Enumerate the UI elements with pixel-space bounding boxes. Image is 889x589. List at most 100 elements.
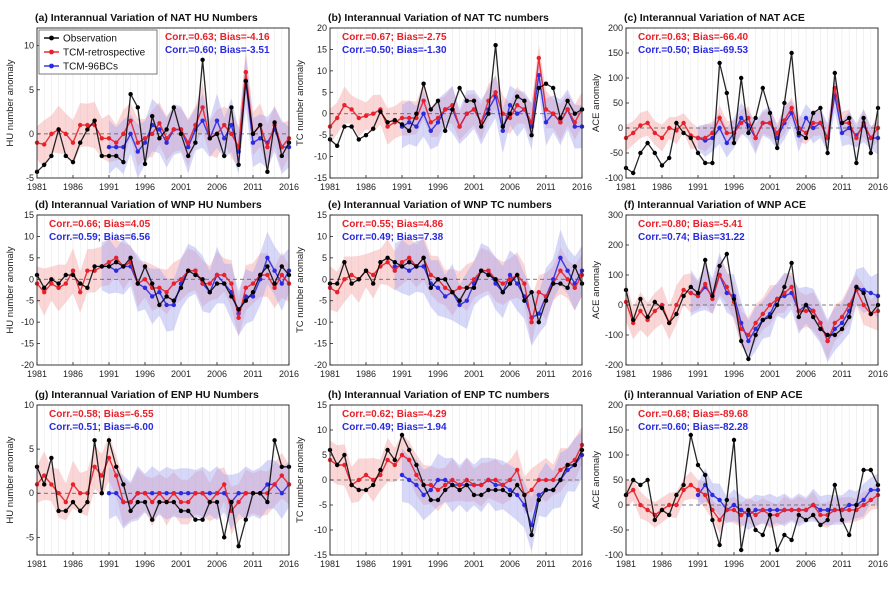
observation-point: [854, 160, 859, 166]
observation-point: [63, 508, 68, 514]
observation-point: [659, 163, 665, 168]
observation-point: [695, 150, 701, 156]
observation-point: [258, 122, 263, 128]
observation-point: [631, 317, 636, 323]
tcm-retrospective-point: [839, 507, 845, 513]
observation-point: [70, 272, 76, 278]
tcm-96bcs-point: [724, 140, 729, 146]
y-axis-label: HU number anomaly: [5, 246, 16, 333]
x-tick-label: 2001: [464, 559, 484, 569]
x-tick-label: 1991: [688, 369, 708, 379]
observation-point: [847, 532, 852, 538]
observation-point: [349, 124, 354, 129]
tcm-96bcs-point: [150, 491, 155, 496]
y-tick-label: 100: [608, 450, 623, 460]
observation-point: [457, 487, 462, 493]
observation-point: [435, 497, 441, 503]
tcm-retrospective-point: [572, 457, 577, 463]
observation-point: [659, 507, 665, 513]
tcm-retrospective-point: [739, 120, 744, 126]
observation-point: [392, 117, 397, 123]
y-tick-label: -5: [26, 296, 34, 306]
observation-point: [356, 137, 361, 142]
tcm-retrospective-point: [464, 111, 469, 116]
observation-point: [342, 259, 347, 265]
observation-point: [731, 437, 737, 443]
tcm-96bcs-point: [565, 467, 570, 473]
observation-point: [753, 115, 758, 121]
observation-point: [515, 482, 520, 488]
tcm-96bcs-point: [515, 281, 520, 286]
observation-point: [493, 487, 498, 493]
y-tick-label: -100: [605, 550, 623, 560]
tcm-retrospective-point: [717, 272, 722, 278]
tcm-96bcs-point: [407, 477, 412, 483]
x-tick-label: 2011: [243, 369, 262, 379]
tcm-retrospective-point: [652, 308, 657, 314]
tcm-retrospective-point: [243, 69, 248, 75]
tcm-96bcs-point: [222, 136, 227, 141]
observation-point: [272, 438, 277, 443]
tcm-96bcs-point: [543, 120, 549, 125]
tcm-retrospective-point: [443, 107, 448, 112]
tcm-retrospective-point: [760, 507, 765, 513]
tcm-96bcs-point: [724, 290, 729, 296]
tcm-retrospective-point: [106, 455, 112, 461]
tcm-retrospective-point: [825, 338, 830, 344]
axes-frame: [625, 214, 879, 366]
tcm-96bcs-point: [272, 268, 277, 273]
tcm-retrospective-point: [335, 115, 340, 121]
axes-frame: [329, 214, 583, 366]
observation-point: [854, 284, 859, 290]
tcm-retrospective-point: [638, 123, 643, 128]
tcm-retrospective-point: [128, 118, 133, 123]
tcm-retrospective-point: [70, 268, 76, 273]
tcm-retrospective-point: [782, 118, 787, 123]
tcm-retrospective-point: [638, 308, 643, 314]
observation-point: [70, 499, 76, 505]
tcm-retrospective-point: [803, 507, 809, 513]
observation-point: [522, 298, 527, 303]
observation-point: [861, 467, 866, 473]
y-tick-label: 15: [24, 210, 34, 220]
legend-swatch-marker: [49, 63, 54, 69]
panel-title: (f) Interannual Variation of WNP ACE: [624, 199, 806, 211]
y-tick-label: 0: [618, 300, 623, 310]
observation-point: [142, 264, 148, 269]
x-tick-label: 1981: [616, 369, 636, 379]
observation-point: [193, 517, 198, 522]
x-tick-label: 1986: [356, 182, 376, 192]
observation-point: [435, 98, 441, 104]
x-tick-label: 1996: [428, 559, 448, 569]
tcm-retrospective-point: [775, 130, 780, 136]
tcm-retrospective-point: [667, 125, 672, 131]
observation-point: [522, 492, 527, 498]
x-tick-label: 1996: [724, 369, 744, 379]
tcm-retrospective-point: [142, 491, 148, 496]
tcm-96bcs-point: [106, 491, 112, 496]
tcm-retrospective-point: [731, 507, 737, 513]
panel-title: (b) Interannual Variation of NAT TC numb…: [328, 12, 549, 24]
tcm-96bcs-point: [515, 492, 520, 498]
panel-title: (h) Interannual Variation of ENP TC numb…: [328, 389, 550, 401]
bcs-stats: Corr.=0.60; Bias=-3.51: [165, 45, 270, 56]
observation-point: [803, 135, 809, 141]
observation-point: [135, 499, 140, 505]
tcm-retrospective-point: [186, 499, 191, 505]
panel-title: (e) Interannual Variation of WNP TC numb…: [328, 199, 552, 211]
tcm-retrospective-point: [529, 120, 534, 125]
observation-point: [558, 115, 563, 121]
observation-point: [385, 120, 390, 125]
tcm-retrospective-point: [839, 314, 845, 320]
y-tick-label: 200: [608, 240, 623, 250]
x-tick-label: 1986: [652, 559, 672, 569]
x-tick-label: 2001: [171, 369, 191, 379]
tcm-retrospective-point: [399, 115, 405, 121]
observation-point: [421, 81, 426, 86]
tcm-retrospective-point: [272, 482, 277, 487]
tcm-retrospective-point: [500, 281, 505, 286]
tcm-96bcs-point: [207, 491, 212, 496]
observation-point: [399, 432, 405, 438]
tcm-retrospective-point: [435, 487, 441, 493]
tcm-retrospective-point: [443, 482, 448, 488]
